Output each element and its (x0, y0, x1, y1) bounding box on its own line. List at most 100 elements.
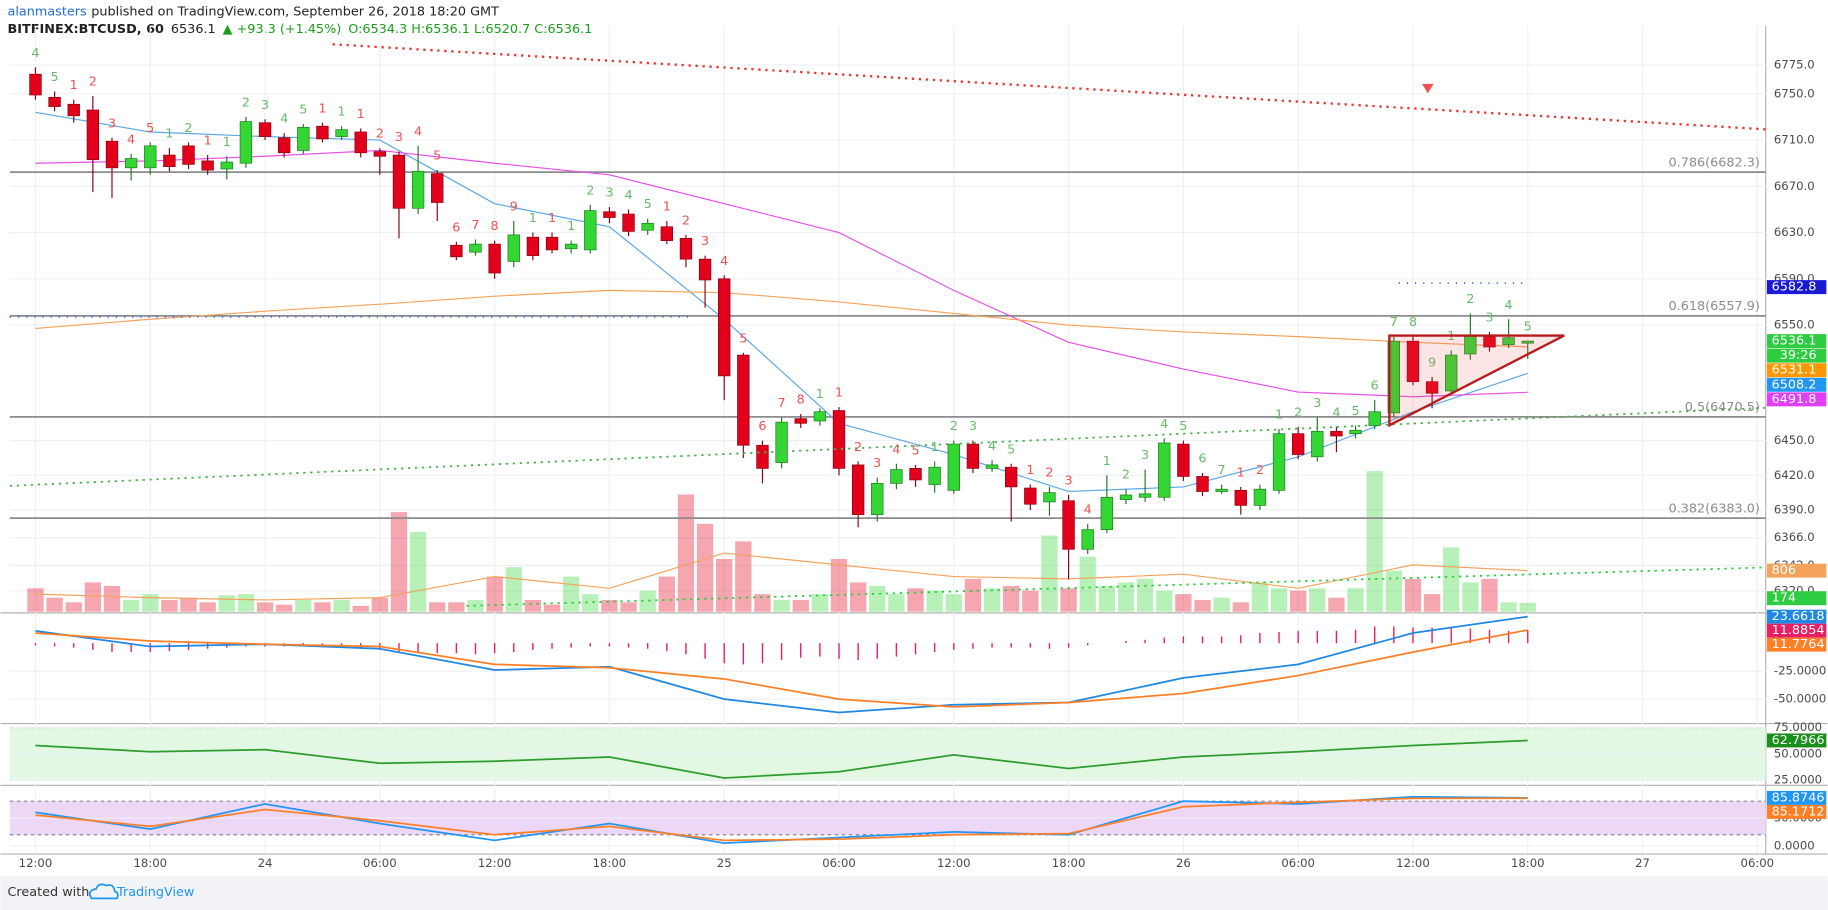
price-badge-label: 6508.2 (1772, 377, 1817, 392)
candle-body (1425, 381, 1439, 394)
volume-bar (1060, 588, 1077, 612)
candle-body (718, 278, 731, 377)
volume-bar (199, 602, 216, 612)
candle-body (1521, 340, 1534, 344)
candle-body (431, 173, 444, 203)
candle-body (871, 483, 884, 515)
volume-bar (1423, 594, 1441, 612)
candle-body (1272, 433, 1286, 491)
td-count: 7 (471, 218, 479, 233)
candle-body (1253, 488, 1267, 506)
candle-body (354, 131, 367, 154)
candle-body (1043, 492, 1056, 503)
candle-body (1196, 476, 1209, 492)
candle-body (1330, 431, 1343, 437)
candle-body (258, 122, 272, 137)
td-count: 2 (376, 127, 384, 142)
td-count: 2 (242, 95, 250, 110)
volume-bar (256, 602, 274, 612)
candle-body (86, 109, 100, 161)
price-badge (1766, 377, 1827, 392)
x-tick-label: 06:00 (822, 856, 856, 870)
volume-bar (1462, 582, 1479, 612)
candle-body (1291, 433, 1305, 455)
td-count: 1 (223, 135, 231, 150)
candle-body (488, 243, 501, 274)
volume-bar (1347, 588, 1364, 612)
td-count: 7 (1218, 463, 1226, 478)
td-count: 5 (911, 443, 919, 458)
volume-bar (620, 602, 637, 612)
y-tick-label: -25.0000 (1774, 664, 1826, 678)
volume-bar (754, 594, 771, 612)
candle-body (1406, 340, 1420, 383)
td-count: 8 (1409, 315, 1417, 330)
fib-label: 0.382(6383.0) (1669, 501, 1760, 516)
td-count: 4 (1505, 298, 1513, 313)
candle-body (144, 145, 157, 169)
td-count: 5 (51, 70, 59, 85)
volume-bar (524, 599, 542, 612)
td-count: 1 (931, 440, 939, 455)
td-count: 2 (1122, 468, 1130, 483)
volume-bar (84, 582, 102, 612)
td-count: 6 (1198, 452, 1206, 467)
y-tick-label: 6450.0 (1774, 433, 1815, 447)
td-count: 8 (797, 393, 805, 408)
volume-bar (1079, 556, 1096, 612)
indicator-badge (1766, 733, 1827, 748)
candle-body (1100, 496, 1114, 530)
volume-bar (237, 594, 255, 612)
volume-bar (448, 602, 465, 612)
td-count: 2 (950, 419, 958, 434)
volume-bar (792, 599, 809, 612)
volume-bar (1156, 590, 1173, 612)
price-badge (1766, 363, 1827, 378)
td-count: 9 (1428, 356, 1436, 371)
candle-body (450, 244, 463, 258)
plot-area: 12:00 18:00 24 06:00 12:00 18:00 25 06:00 12:00 1… (0, 25, 1828, 870)
td-count: 2 (1294, 405, 1302, 420)
y-tick-label: 25.0000 (1774, 773, 1822, 787)
volume-bar (276, 604, 293, 612)
td-count: 4 (720, 254, 728, 269)
price-badge (1766, 392, 1827, 407)
indicator-badge-label: 62.7966 (1772, 733, 1825, 748)
volume-bar (352, 605, 369, 612)
volume-bar (811, 594, 829, 612)
footer-brand[interactable]: TradingView (116, 885, 194, 900)
td-count: 4 (414, 124, 422, 139)
td-count: 1 (1103, 454, 1111, 469)
td-count: 6 (1371, 379, 1379, 394)
candle-body (1368, 411, 1381, 426)
td-count: 7 (1390, 315, 1398, 330)
x-tick-label: 24 (258, 856, 273, 870)
x-tick-label: 27 (1635, 856, 1650, 870)
y-tick-label: 6550.0 (1774, 318, 1815, 332)
x-tick-label: 12:00 (937, 856, 971, 870)
candle-body (813, 411, 827, 422)
volume-bar (658, 576, 675, 612)
indicator-badge-label: 23.6618 (1772, 609, 1825, 624)
price-badge-label: 6536.1 (1772, 334, 1817, 349)
volume-bar (46, 597, 63, 612)
td-count: 5 (1351, 404, 1359, 419)
last-price: 6536.1 (171, 22, 216, 37)
td-count: 6 (452, 220, 460, 235)
td-count: 1 (1275, 408, 1283, 423)
td-count: 3 (969, 419, 977, 434)
td-count: 3 (701, 234, 709, 249)
volume-ma-badge (1766, 563, 1827, 578)
td-count: 5 (146, 121, 154, 136)
td-count: 2 (1045, 465, 1053, 480)
indicator-line (35, 739, 1528, 779)
indicator-badge (1766, 804, 1827, 819)
volume-bar (409, 532, 427, 612)
volume-bar (773, 599, 790, 612)
candle-body (698, 258, 712, 281)
volume-bar (907, 588, 924, 612)
indicator-line (35, 797, 1528, 842)
candle-body (564, 243, 578, 250)
candle-body (966, 443, 980, 469)
candle-body (1005, 466, 1018, 488)
